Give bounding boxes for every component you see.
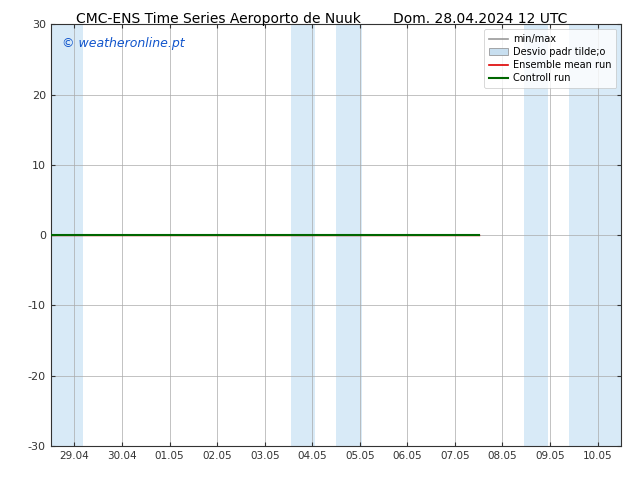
Text: Dom. 28.04.2024 12 UTC: Dom. 28.04.2024 12 UTC xyxy=(393,12,567,26)
Bar xyxy=(569,24,621,446)
Bar xyxy=(51,24,83,446)
Bar xyxy=(524,24,548,446)
Bar xyxy=(291,24,314,446)
Legend: min/max, Desvio padr tilde;o, Ensemble mean run, Controll run: min/max, Desvio padr tilde;o, Ensemble m… xyxy=(484,29,616,88)
Text: © weatheronline.pt: © weatheronline.pt xyxy=(62,37,184,50)
Bar xyxy=(336,24,362,446)
Text: CMC-ENS Time Series Aeroporto de Nuuk: CMC-ENS Time Series Aeroporto de Nuuk xyxy=(76,12,361,26)
